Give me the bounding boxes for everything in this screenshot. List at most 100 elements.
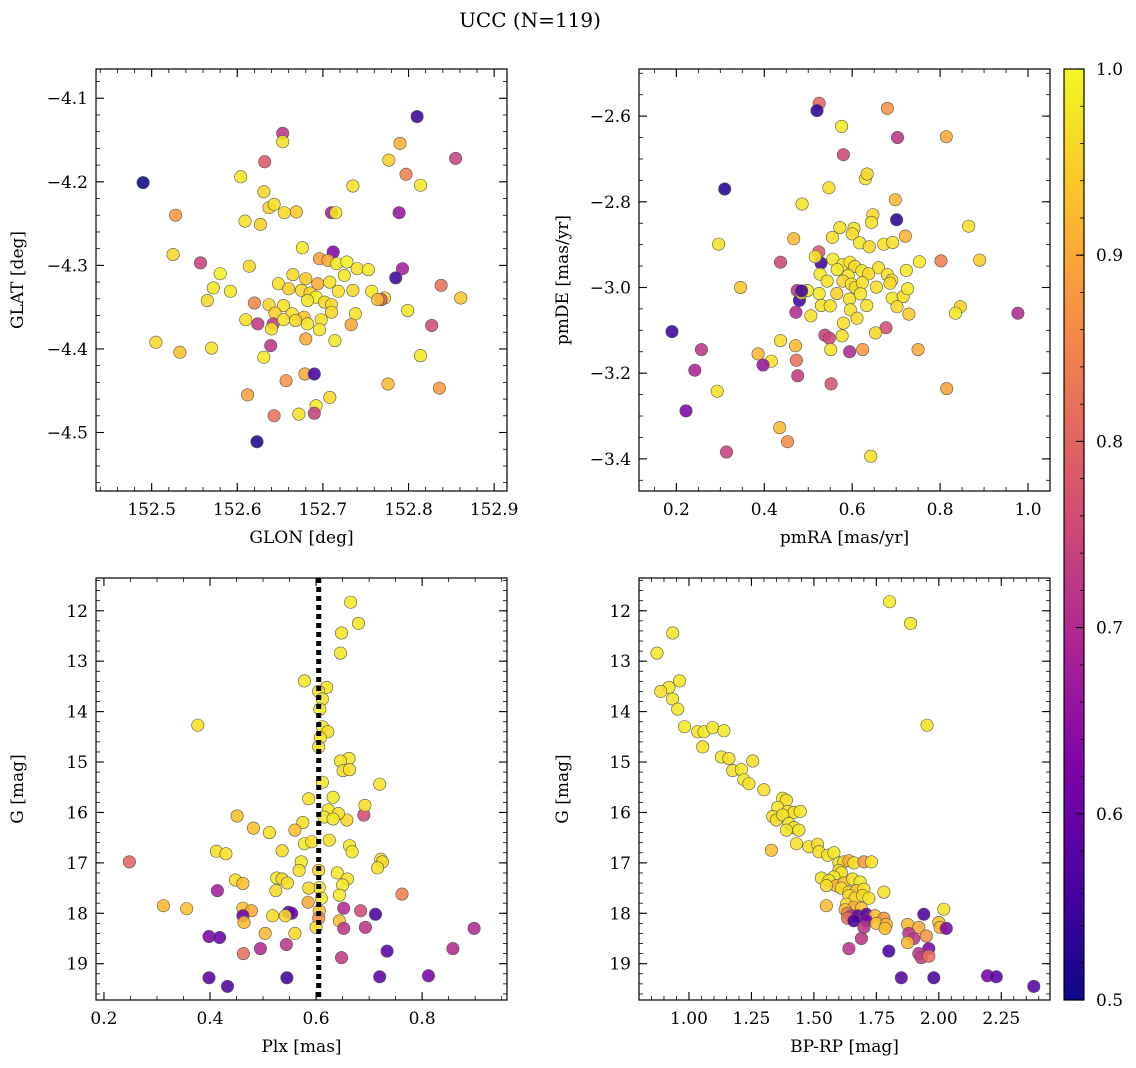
data-point	[883, 276, 897, 290]
data-point	[239, 313, 253, 327]
data-point	[862, 891, 876, 905]
data-point	[665, 325, 679, 339]
data-point	[236, 947, 250, 961]
data-point	[200, 293, 214, 307]
data-point	[322, 833, 336, 847]
data-point	[940, 382, 954, 396]
data-point	[934, 254, 948, 268]
data-point	[350, 262, 364, 276]
x-tick-label: 1.25	[733, 1009, 771, 1029]
data-point	[899, 263, 913, 277]
data-point	[833, 221, 847, 235]
data-point	[688, 363, 702, 377]
data-point	[330, 866, 344, 880]
data-point	[301, 895, 315, 909]
y-tick-label: 12	[609, 602, 631, 622]
panel-proper-motion: 0.2 0.4 0.6 0.8 1.0 −2.6 −2.8 −3.0 −3.2 −3.4 pmRA …	[553, 68, 1051, 548]
data-point	[346, 179, 360, 193]
data-point	[381, 377, 395, 391]
y-tick-label: −3.4	[590, 450, 631, 470]
data-point	[717, 724, 731, 738]
data-point	[901, 282, 915, 296]
x-axis-label: GLON [deg]	[249, 528, 353, 548]
data-point	[989, 970, 1003, 984]
data-point	[789, 305, 803, 319]
data-point	[382, 153, 396, 167]
data-point	[791, 369, 805, 383]
data-point	[890, 213, 904, 227]
data-point	[788, 339, 802, 353]
data-point	[694, 343, 708, 357]
data-point	[937, 902, 951, 916]
y-tick-label: −3.2	[590, 364, 631, 384]
data-point	[278, 909, 292, 923]
data-point	[230, 809, 244, 823]
data-point	[857, 920, 871, 934]
data-point	[323, 275, 337, 289]
data-point	[718, 182, 732, 196]
data-point	[371, 293, 385, 307]
data-point	[380, 944, 394, 958]
data-point	[401, 303, 415, 317]
data-point	[307, 367, 321, 381]
colorbar-gradient	[1064, 69, 1084, 1000]
data-point	[333, 646, 347, 660]
data-point	[267, 197, 281, 211]
data-point	[677, 720, 691, 734]
data-point	[358, 798, 372, 812]
y-tick-label: 12	[66, 602, 88, 622]
data-point	[247, 821, 261, 835]
data-point	[344, 318, 358, 332]
data-point	[973, 253, 987, 267]
data-point	[328, 334, 342, 348]
data-point	[810, 104, 824, 118]
data-point	[413, 178, 427, 192]
data-point	[1027, 979, 1041, 993]
x-tick-label: 0.8	[927, 500, 954, 520]
data-point	[275, 844, 289, 858]
data-point	[1011, 306, 1025, 320]
y-tick-label: 17	[609, 854, 631, 874]
data-point	[883, 595, 897, 609]
panel-position: 152.5 152.6 152.7 152.8 152.9 −4.1 −4.2 −4.3 −4.…	[8, 68, 518, 548]
data-point	[835, 329, 849, 343]
data-point	[258, 926, 272, 940]
data-point	[467, 921, 481, 935]
data-point	[337, 268, 351, 282]
data-point	[258, 155, 272, 169]
data-point	[446, 942, 460, 956]
data-point	[792, 823, 806, 837]
x-tick-label: 0.6	[303, 1009, 330, 1029]
data-point	[180, 902, 194, 916]
data-point	[395, 887, 409, 901]
data-point	[122, 855, 136, 869]
data-point	[853, 287, 867, 301]
data-point	[722, 751, 736, 765]
x-tick-label: 2.00	[920, 1009, 958, 1029]
data-point	[751, 347, 765, 361]
data-point	[679, 404, 693, 418]
data-point	[173, 345, 187, 359]
data-point	[795, 284, 809, 298]
data-point	[413, 349, 427, 363]
y-tick-label: 18	[66, 904, 88, 924]
data-point	[787, 232, 801, 246]
data-point	[262, 826, 276, 840]
data-point	[280, 971, 294, 985]
data-point	[221, 979, 235, 993]
data-point	[373, 970, 387, 984]
data-point	[856, 343, 870, 357]
data-point	[820, 274, 834, 288]
x-tick-label: 152.7	[299, 500, 348, 520]
data-point	[850, 311, 864, 325]
data-point	[236, 876, 250, 890]
data-point	[257, 350, 271, 364]
data-point	[340, 255, 354, 269]
data-point	[939, 921, 953, 935]
x-tick-label: 1.0	[1014, 500, 1041, 520]
axes-frame	[638, 68, 1051, 492]
data-point	[890, 131, 904, 145]
data-point	[812, 286, 826, 300]
data-point	[276, 298, 290, 312]
colorbar-tick-label: 0.9	[1096, 246, 1123, 266]
